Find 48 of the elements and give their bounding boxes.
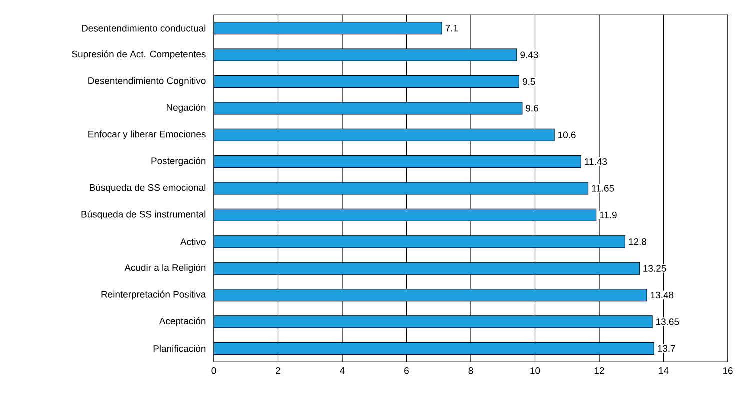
x-tick-label: 2 — [276, 368, 280, 374]
y-tick-label: Desentendimiento Cognitivo — [88, 77, 206, 86]
data-label: 11.43 — [585, 158, 608, 166]
x-tick-label: 10 — [530, 368, 540, 374]
x-tick-label: 16 — [723, 368, 733, 374]
y-tick-label: Enfocar y liberar Emociones — [88, 130, 206, 140]
y-tick-label: Supresión de Act. Competentes — [72, 50, 206, 60]
bar — [214, 128, 555, 142]
bar — [214, 262, 640, 275]
bar — [214, 156, 582, 168]
data-label: 9.5 — [522, 78, 536, 86]
bar — [214, 48, 518, 62]
data-label: 13.7 — [658, 345, 676, 352]
x-tick-label: 12 — [594, 368, 604, 374]
data-label: 11.65 — [592, 185, 614, 192]
data-label: 9.6 — [526, 105, 538, 112]
data-label: 11.9 — [600, 212, 617, 219]
bar — [214, 236, 626, 248]
bar — [214, 288, 648, 302]
bar — [214, 22, 442, 35]
y-tick-label: Búsqueda de SS emocional — [90, 184, 206, 193]
bar — [214, 316, 653, 328]
data-label: 7.1 — [446, 25, 458, 32]
data-label: 13.65 — [656, 318, 680, 326]
y-tick-label: Aceptación — [159, 318, 206, 326]
y-tick-label: Reinterpretación Positiva — [102, 290, 206, 300]
y-tick-label: Activo — [180, 238, 206, 246]
y-tick-label: Negación — [167, 104, 206, 113]
y-tick-label: Postergación — [152, 157, 206, 166]
y-tick-label: Planificación — [154, 345, 206, 352]
data-label: 13.48 — [651, 292, 674, 299]
y-tick-label: Desentendimiento conductual — [82, 24, 206, 32]
x-tick-label: 14 — [659, 368, 669, 374]
data-label: 12.8 — [629, 238, 647, 246]
x-tick-label: 6 — [404, 368, 409, 374]
y-tick-label: Acudir a la Religión — [124, 264, 206, 274]
bar — [214, 102, 523, 115]
data-label: 10.6 — [558, 132, 576, 138]
bar — [214, 182, 589, 195]
y-tick-label: Búsqueda de SS instrumental — [82, 210, 206, 220]
bar — [214, 342, 654, 355]
x-tick-label: 8 — [468, 368, 474, 374]
bar — [214, 208, 597, 222]
x-tick-label: 4 — [340, 368, 345, 374]
data-label: 13.25 — [644, 265, 666, 272]
x-tick-label: 0 — [212, 368, 216, 374]
data-label: 9.43 — [520, 52, 538, 58]
bar — [214, 75, 520, 88]
